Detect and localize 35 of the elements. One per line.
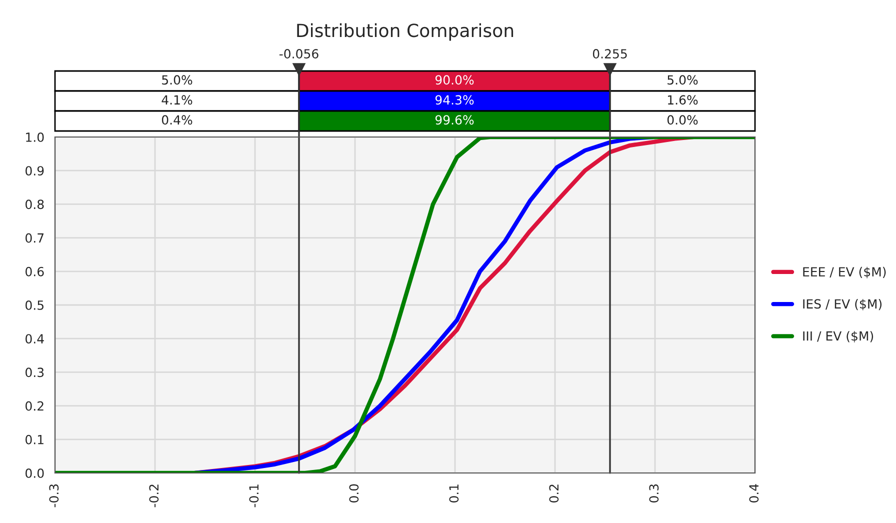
x-tick-label: 0.1 <box>449 484 459 502</box>
text: 4.1% <box>162 95 192 105</box>
y-tick-label: 0.9 <box>26 166 44 176</box>
legend-label: IES / EV ($M) <box>803 298 882 310</box>
y-tick-label: 1.0 <box>26 132 44 142</box>
x-tick-label: -0.3 <box>49 484 59 508</box>
y-tick-label: 0.4 <box>26 334 44 344</box>
y-tick-label: 0.8 <box>26 200 44 210</box>
chart-title: Distribution Comparison <box>297 23 514 41</box>
y-tick-label: 0.1 <box>26 434 44 444</box>
text: 0.0% <box>667 115 698 125</box>
legend-label: III / EV ($M) <box>803 331 874 342</box>
text: 5.0% <box>668 75 698 85</box>
text: 99.6% <box>435 115 474 125</box>
ref-line-label: 0.255 <box>592 49 627 58</box>
y-tick-label: 0.7 <box>26 233 44 243</box>
legend-label: EEE / EV ($M) <box>803 266 886 278</box>
text: 5.0% <box>162 75 192 85</box>
y-tick-label: 0.0 <box>26 468 44 478</box>
x-tick-label: 0.3 <box>649 484 659 502</box>
x-tick-label: -0.1 <box>249 484 259 508</box>
ref-line-label: -0.056 <box>279 49 318 58</box>
y-tick-label: 0.5 <box>26 300 44 310</box>
text: 94.3% <box>435 95 474 105</box>
y-tick-label: 0.2 <box>26 401 44 411</box>
y-tick-label: 0.3 <box>26 368 44 378</box>
text: 0.4% <box>162 115 192 125</box>
x-tick-label: 0.0 <box>349 484 359 502</box>
y-tick-label: 0.6 <box>26 266 44 276</box>
line-series <box>55 137 755 473</box>
text: 1.6% <box>668 95 698 105</box>
text: 90.0% <box>435 75 474 85</box>
x-tick-label: -0.2 <box>149 484 159 508</box>
x-tick-label: 0.4 <box>749 484 759 502</box>
x-tick-label: 0.2 <box>549 484 559 502</box>
